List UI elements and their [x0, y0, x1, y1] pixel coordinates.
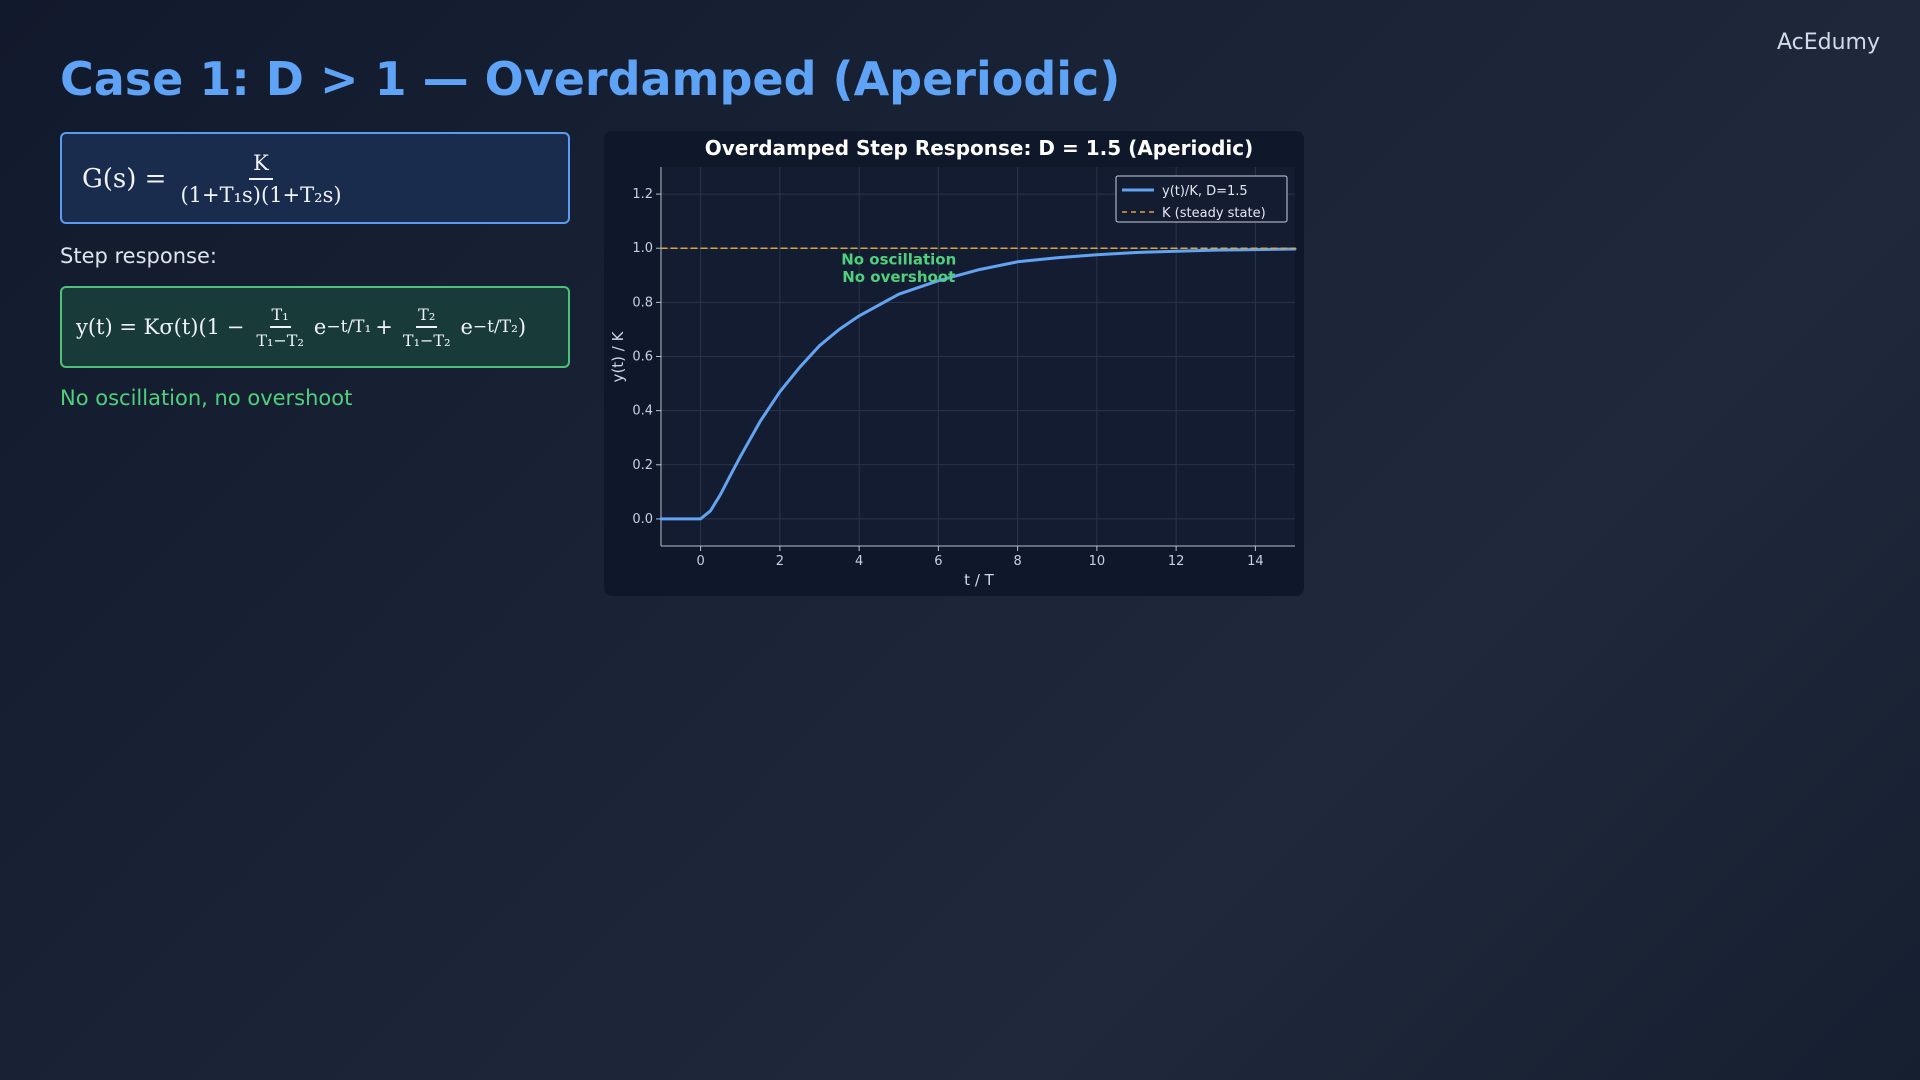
sr-plus: + [375, 315, 393, 339]
y-tick-label: 0.8 [632, 295, 653, 310]
sr-frac1-numerator: T₁ [269, 305, 291, 328]
x-tick-label: 12 [1168, 554, 1185, 569]
tf-numerator: K [249, 151, 273, 180]
page-title: Case 1: D > 1 — Overdamped (Aperiodic) [60, 52, 1121, 106]
tf-lhs: G(s) = [82, 164, 167, 194]
y-tick-label: 0.0 [632, 512, 653, 527]
x-axis-label: t / T [964, 571, 994, 589]
tf-denominator: (1+T₁s)(1+T₂s) [180, 183, 342, 207]
sr-fraction-1: T₁ T₁−T₂ [256, 305, 304, 350]
x-tick-label: 14 [1247, 554, 1264, 569]
sr-exp2-power: −t/T₂ [472, 317, 518, 337]
step-response-chart: 0 2 4 6 8 10 12 14 0.0 0.2 0.4 0.6 0.8 1.0 1.2 Overdam… [604, 131, 1304, 596]
sr-fraction-2: T₂ T₁−T₂ [403, 305, 451, 350]
y-tick-label: 0.4 [632, 404, 653, 419]
legend-box [1115, 175, 1288, 223]
chart-grid [661, 167, 1295, 546]
y-tick-label: 0.6 [632, 350, 653, 365]
sr-frac1-denominator: T₁−T₂ [256, 330, 304, 350]
y-tick-label: 0.2 [632, 458, 653, 473]
step-response-label: Step response: [60, 244, 217, 268]
chart-axes: 0 2 4 6 8 10 12 14 0.0 0.2 0.4 0.6 0.8 1.0 1.2 [632, 167, 1295, 569]
x-tick-label: 8 [1013, 554, 1021, 569]
sr-frac2-numerator: T₂ [416, 305, 438, 328]
transfer-function-box: G(s) = K (1+T₁s)(1+T₂s) [60, 132, 570, 224]
sr-exp2: e [460, 315, 473, 339]
chart-annotation: No overshoot [842, 268, 955, 286]
sr-close-paren: ) [517, 315, 527, 339]
chart-title: Overdamped Step Response: D = 1.5 (Aperi… [705, 136, 1254, 160]
brand-label: AcEdumy [1776, 30, 1880, 55]
chart-series [659, 247, 1297, 521]
sr-lhs: y(t) = Kσ(t)(1 − [76, 315, 245, 339]
sr-exp1-power: −t/T₁ [326, 317, 372, 337]
x-tick-label: 10 [1089, 554, 1106, 569]
x-tick-label: 4 [855, 554, 863, 569]
tf-fraction: K (1+T₁s)(1+T₂s) [180, 151, 341, 207]
step-response-formula-box: y(t) = Kσ(t)(1 − T₁ T₁−T₂ e −t/T₁ + T₂ T₁… [60, 286, 570, 368]
no-overshoot-note: No oscillation, no overshoot [60, 386, 353, 410]
x-tick-label: 6 [934, 554, 942, 569]
x-tick-label: 2 [776, 554, 784, 569]
y-tick-label: 1.2 [632, 187, 653, 202]
response-curve [659, 247, 1297, 521]
legend-label: K (steady state) [1162, 206, 1266, 221]
chart-annotation: No oscillation [841, 250, 956, 268]
y-tick-label: 1.0 [632, 241, 653, 256]
legend-label: y(t)/K, D=1.5 [1162, 184, 1248, 199]
sr-frac2-denominator: T₁−T₂ [402, 330, 451, 350]
x-tick-label: 0 [696, 554, 704, 569]
sr-exp1: e [313, 315, 327, 339]
chart-legend: y(t)/K, D=1.5 K (steady state) [1115, 175, 1288, 223]
chart-svg: 0 2 4 6 8 10 12 14 0.0 0.2 0.4 0.6 0.8 1.0 1.2 Overdam… [609, 136, 1297, 589]
y-axis-label: y(t) / K [609, 330, 627, 382]
